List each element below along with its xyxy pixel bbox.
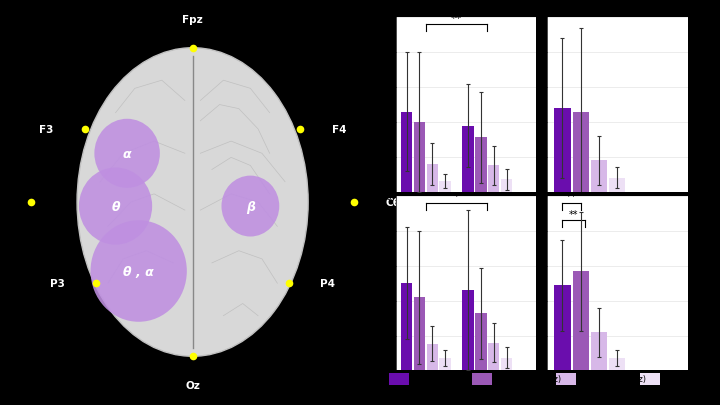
Text: **: **	[451, 13, 462, 23]
Text: theta (4-8Hz): theta (4-8Hz)	[415, 374, 471, 383]
Text: C6: C6	[609, 231, 626, 244]
Bar	[609, 179, 626, 192]
Text: F4: F4	[332, 125, 346, 134]
Bar	[414, 123, 425, 192]
Bar	[572, 112, 589, 192]
FancyBboxPatch shape	[472, 373, 492, 385]
FancyBboxPatch shape	[639, 373, 660, 385]
Text: P4: P4	[320, 279, 335, 288]
Bar	[427, 344, 438, 371]
Text: P3: P3	[50, 279, 66, 288]
Text: **: **	[569, 209, 579, 219]
Text: beta (12-30Hz): beta (12-30Hz)	[582, 374, 646, 383]
Bar	[488, 166, 500, 192]
Text: F3: F3	[39, 125, 53, 134]
FancyBboxPatch shape	[389, 373, 409, 385]
Ellipse shape	[77, 49, 308, 356]
Text: θ: θ	[112, 200, 120, 213]
Bar	[488, 343, 500, 371]
Text: Oz: Oz	[185, 380, 200, 390]
Text: **: **	[566, 192, 577, 202]
Bar	[401, 284, 413, 371]
Bar	[609, 358, 626, 371]
Text: C6: C6	[385, 198, 400, 207]
Bar	[414, 297, 425, 371]
Bar	[439, 358, 451, 371]
Bar	[439, 182, 451, 192]
Bar	[501, 180, 512, 192]
Bar	[401, 112, 413, 192]
FancyBboxPatch shape	[556, 373, 576, 385]
Text: ** : p <.05,  * : p <.1: ** : p <.05, * : p <.1	[461, 395, 564, 404]
Bar	[554, 286, 570, 371]
Bar	[591, 332, 607, 371]
Ellipse shape	[222, 176, 279, 237]
Text: θ , α: θ , α	[123, 265, 154, 278]
Ellipse shape	[91, 221, 186, 322]
Bar	[462, 290, 474, 371]
Text: Fpz: Fpz	[182, 15, 203, 25]
Text: *: *	[454, 192, 459, 202]
Bar	[554, 109, 570, 192]
Bar	[591, 161, 607, 192]
Text: α: α	[123, 147, 132, 160]
Bar	[475, 138, 487, 192]
Bar	[572, 272, 589, 371]
Text: β: β	[246, 200, 255, 213]
Bar	[427, 164, 438, 192]
Ellipse shape	[79, 168, 152, 245]
Bar	[462, 126, 474, 192]
Text: alpha (8-12Hz): alpha (8-12Hz)	[499, 374, 561, 383]
Ellipse shape	[94, 119, 160, 188]
Bar	[501, 358, 512, 371]
Text: C5: C5	[458, 231, 474, 244]
Bar	[475, 313, 487, 371]
